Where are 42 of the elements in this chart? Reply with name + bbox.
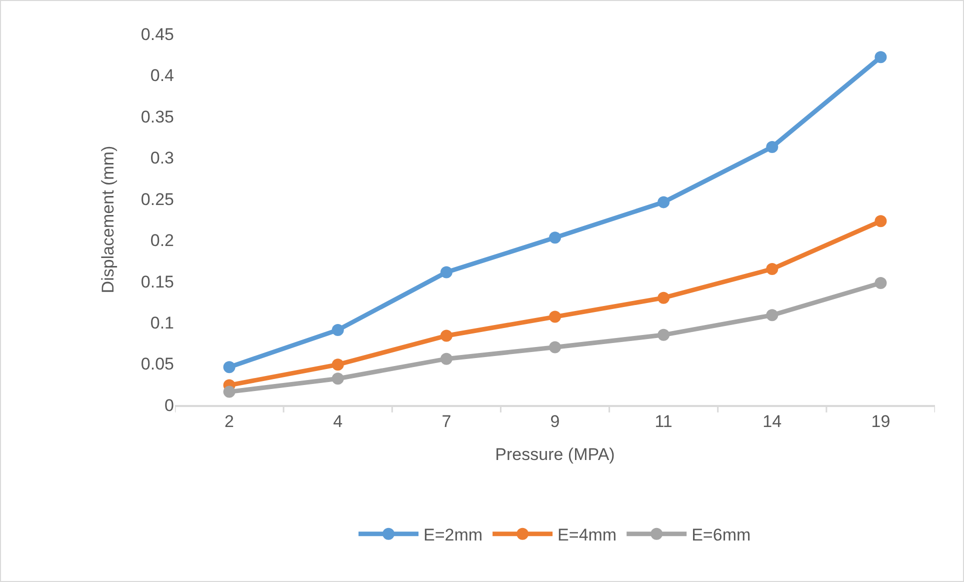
y-tick-label: 0.05 <box>140 354 174 374</box>
y-tick-label: 0.15 <box>140 272 174 292</box>
y-tick-label: 0 <box>164 396 174 415</box>
point <box>549 232 561 244</box>
point <box>332 324 344 336</box>
y-tick-label: 0.2 <box>150 231 174 250</box>
point <box>332 372 344 385</box>
point <box>874 51 887 64</box>
point <box>332 358 344 371</box>
x-tick-label: 11 <box>654 412 672 432</box>
y-tick-label: 0.45 <box>140 24 174 44</box>
point <box>440 266 452 278</box>
y-tick-label: 0.35 <box>140 107 174 126</box>
x-tick-label: 19 <box>871 412 890 432</box>
y-tick-label: 0.4 <box>150 66 174 86</box>
point <box>658 328 670 341</box>
point <box>549 310 561 323</box>
point <box>658 292 670 304</box>
legend-label: E=2mm <box>424 525 483 544</box>
point <box>874 215 887 228</box>
point <box>549 341 561 354</box>
point <box>223 386 236 398</box>
x-tick-label: 7 <box>442 412 452 432</box>
x-axis-title: Pressure (MPA) <box>495 445 615 464</box>
legend-label: E=6mm <box>692 525 751 544</box>
legend-label: E=4mm <box>558 525 617 544</box>
x-tick-label: 14 <box>762 412 782 432</box>
point <box>223 361 236 374</box>
point <box>440 352 452 365</box>
y-axis-title: Displacement (mm) <box>98 146 118 294</box>
y-tick-label: 0.25 <box>140 190 174 209</box>
x-tick-label: 2 <box>224 412 234 432</box>
y-tick-label: 0.1 <box>150 314 174 333</box>
point <box>874 276 887 289</box>
x-tick-label: 4 <box>333 412 343 432</box>
point <box>658 196 670 208</box>
y-tick-label: 0.3 <box>150 148 174 168</box>
point <box>766 309 778 322</box>
x-tick-label: 9 <box>550 412 560 432</box>
point <box>766 140 778 153</box>
point <box>440 330 452 342</box>
point <box>766 262 778 275</box>
